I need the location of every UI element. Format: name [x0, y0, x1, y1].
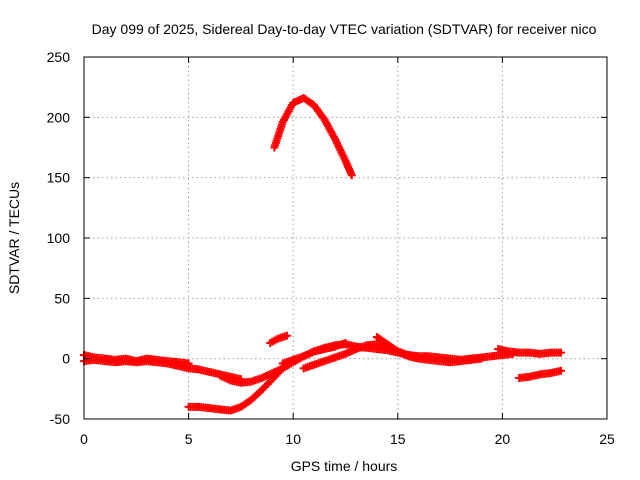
y-tick-label: 50	[54, 290, 70, 306]
x-axis-title: GPS time / hours	[291, 458, 398, 474]
data-point	[184, 359, 193, 368]
data-point	[556, 348, 565, 357]
series-arc-4	[184, 355, 298, 415]
tick-layer	[83, 56, 608, 420]
x-tick-label: 15	[390, 431, 406, 447]
chart-title: Day 099 of 2025, Sidereal Day-to-day VTE…	[92, 21, 597, 37]
y-tick-label: 0	[62, 351, 70, 367]
y-tick-label: 200	[47, 109, 71, 125]
series-arc-2	[80, 351, 193, 368]
series-layer	[80, 94, 565, 415]
series-arc-6	[266, 331, 291, 347]
x-tick-label: 25	[599, 431, 615, 447]
y-tick-label: 150	[47, 170, 71, 186]
y-axis-title: SDTVAR / TECUs	[6, 182, 22, 294]
y-tick-label: -50	[50, 411, 70, 427]
label-layer: 0 5 10 15 20 25 -50 0 50 100 150 200 250	[47, 49, 615, 447]
series-arc-10	[372, 332, 486, 367]
x-tick-label: 20	[495, 431, 511, 447]
x-tick-label: 10	[285, 431, 301, 447]
y-tick-label: 100	[47, 230, 71, 246]
data-point	[347, 171, 356, 180]
series-arc-11	[494, 345, 565, 358]
data-point	[556, 366, 565, 375]
y-tick-label: 250	[47, 49, 71, 65]
x-tick-label: 0	[80, 431, 88, 447]
series-arc-5	[270, 94, 356, 180]
series-arc-12	[515, 366, 565, 382]
x-tick-label: 5	[185, 431, 193, 447]
data-point	[282, 331, 291, 340]
data-point	[477, 354, 486, 363]
